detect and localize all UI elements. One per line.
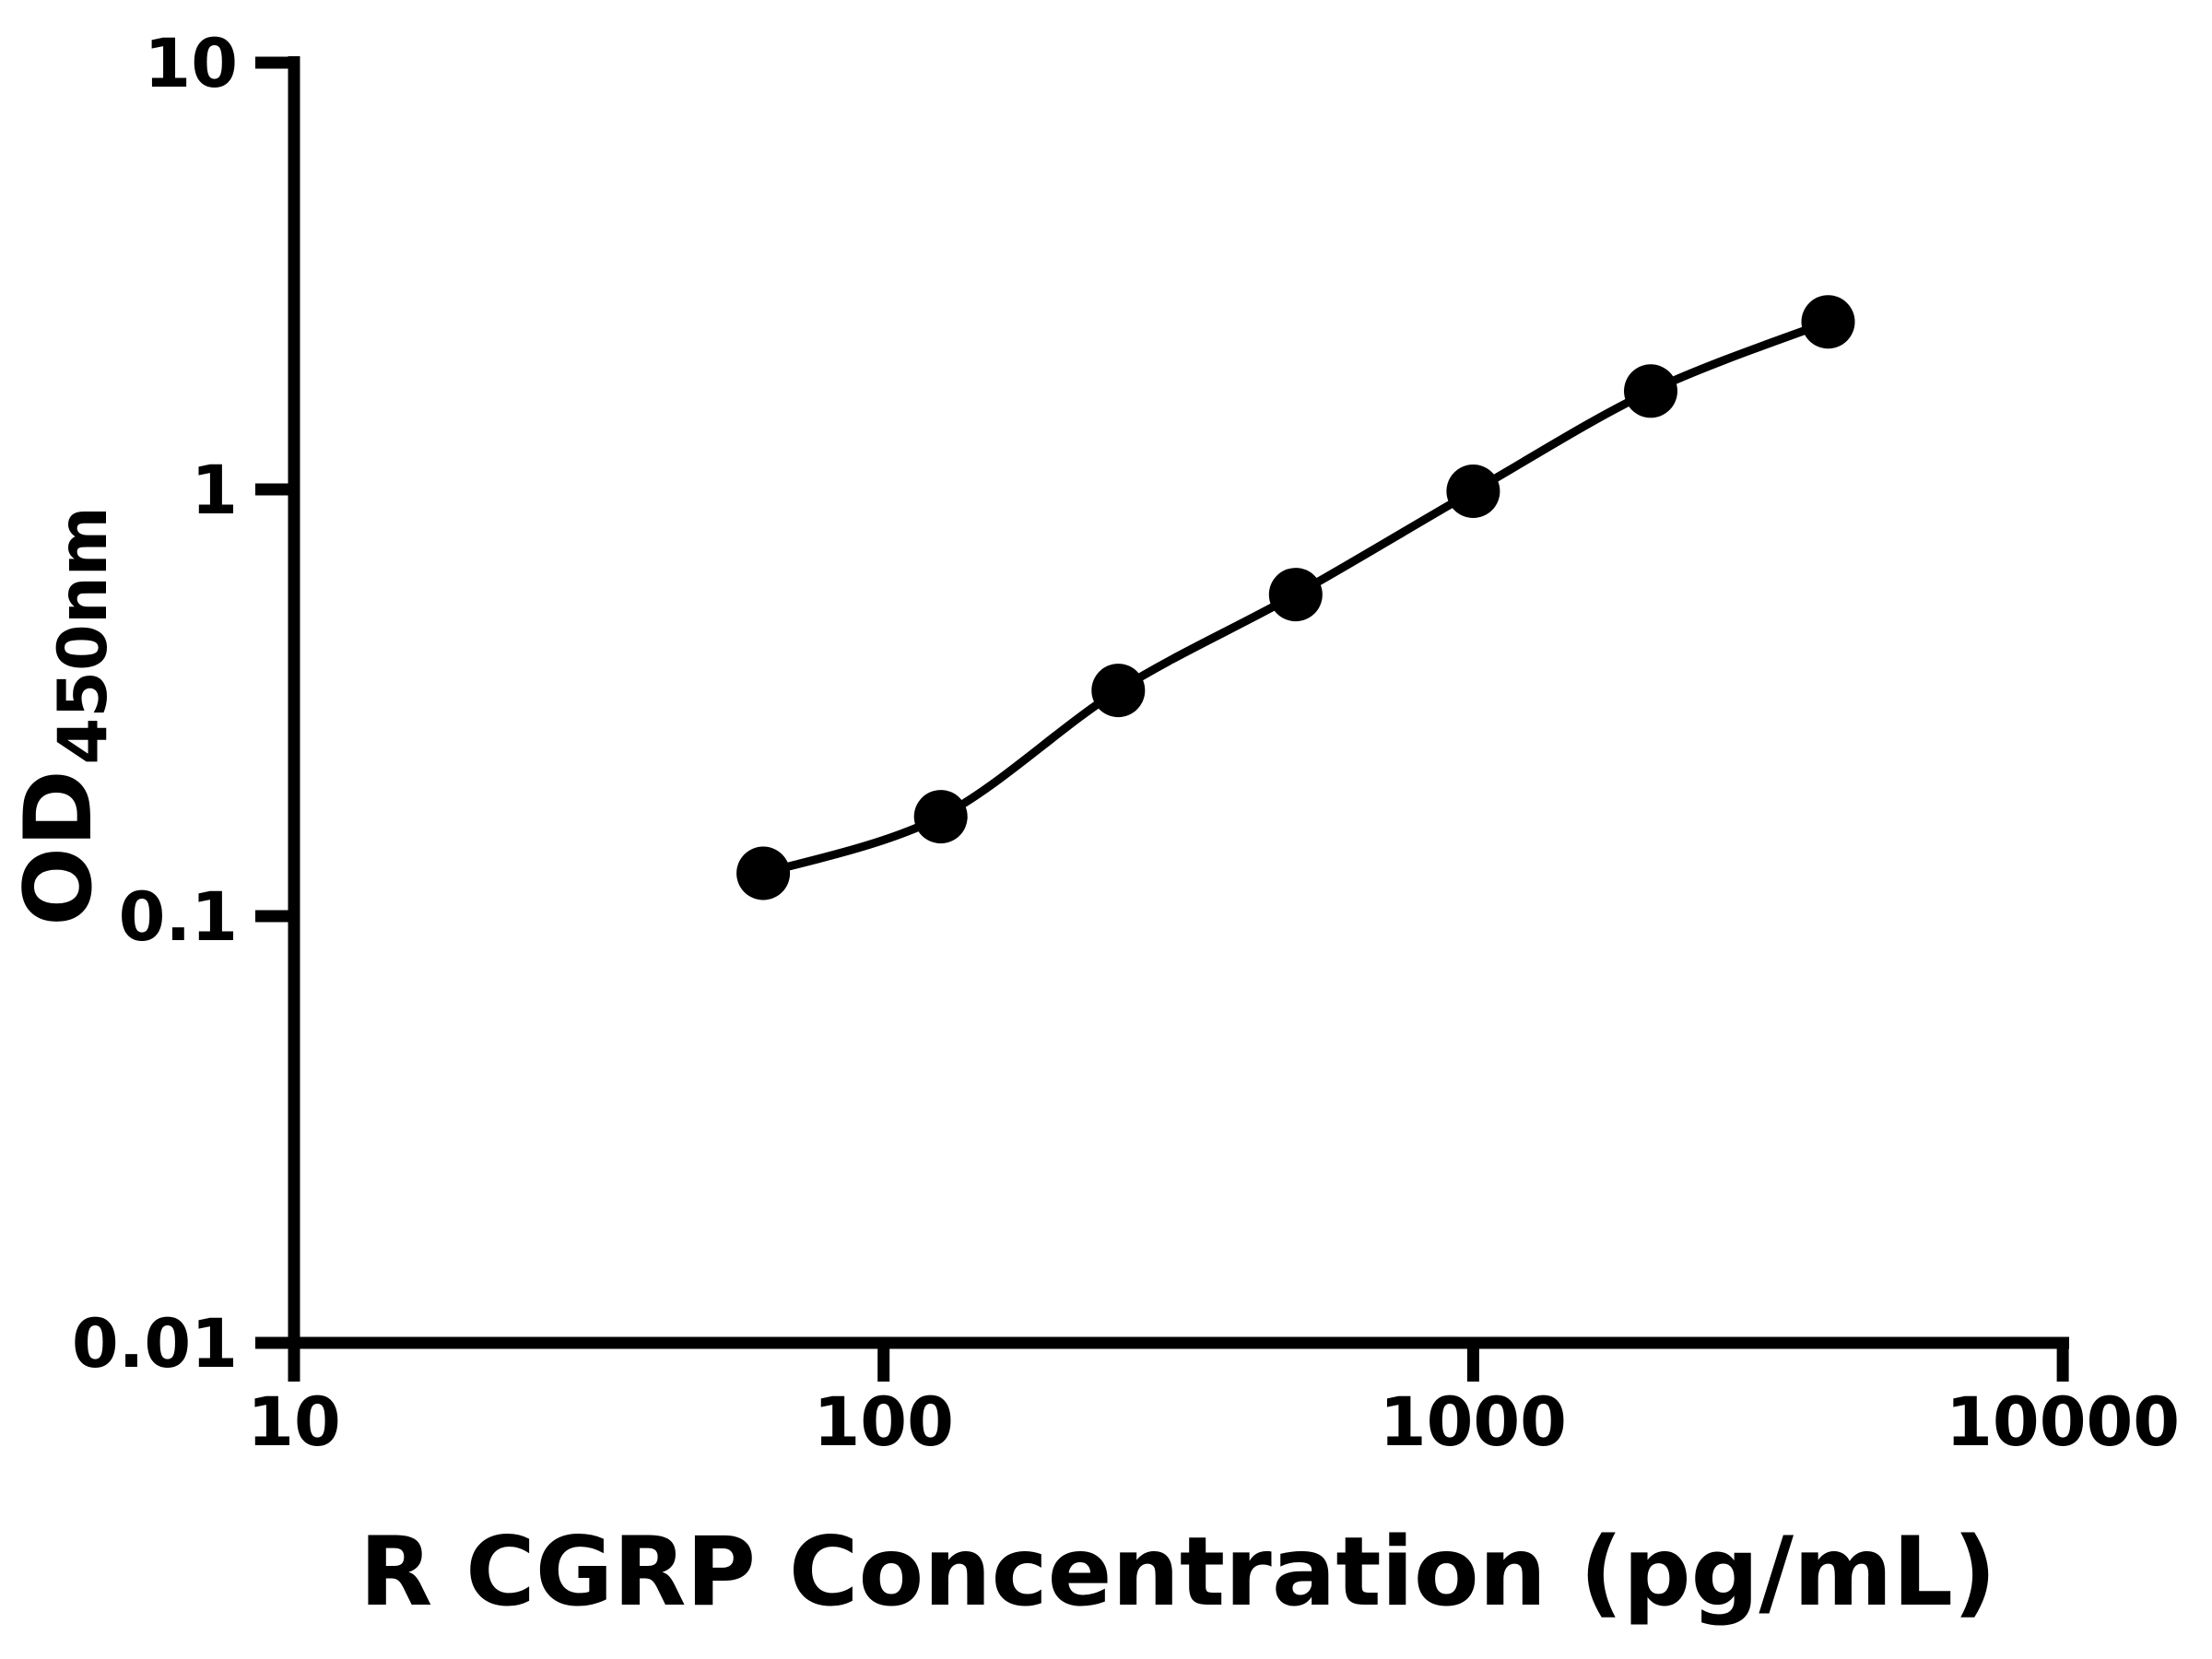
x-tick-label-10000: 10000 [1946, 1383, 2180, 1462]
x-tick-label-1000: 1000 [1380, 1383, 1567, 1462]
y-tick-label-1: 1 [191, 452, 238, 530]
y-axis-title-subscript: 450nm [44, 506, 123, 764]
x-tick-label-100: 100 [814, 1383, 954, 1462]
data-point-marker-4000pgml [1801, 295, 1855, 349]
x-axis-title: R CGRP Concentration (pg/mL) [359, 1517, 1996, 1628]
y-axis-title: OD 450nm [4, 506, 123, 926]
data-point-marker-1000pgml [1446, 465, 1500, 518]
data-point-marker-62.5pgml [736, 846, 791, 900]
data-point-marker-125pgml [913, 790, 968, 844]
data-point-marker-500pgml [1268, 568, 1323, 622]
y-tick-label-0.01: 0.01 [72, 1305, 238, 1383]
y-tick-label-0.1: 0.1 [119, 878, 238, 957]
data-point-marker-2000pgml [1624, 364, 1677, 418]
y-tick-label-10: 10 [144, 25, 238, 103]
x-tick-label-10: 10 [247, 1383, 341, 1462]
y-axis-title-main: OD [4, 770, 112, 926]
data-point-marker-250pgml [1091, 664, 1146, 718]
